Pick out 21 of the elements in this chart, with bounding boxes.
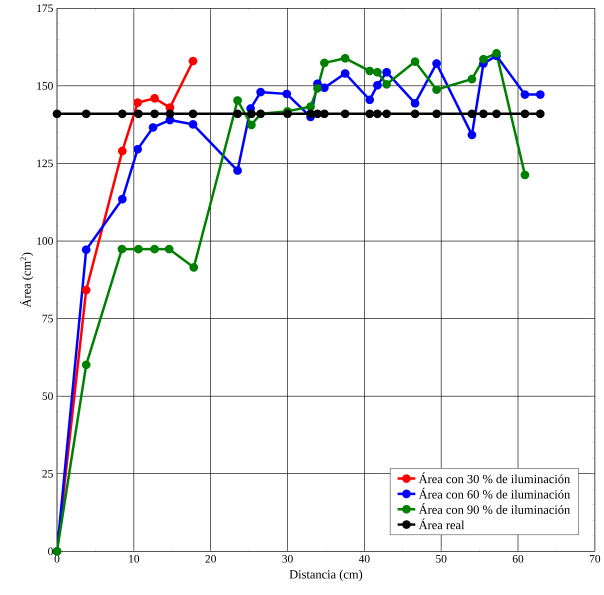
y-tick-label: 175	[37, 4, 53, 12]
y-axis-title: Área (cm$^{2}$)	[20, 252, 34, 308]
y-tick-label: 100	[37, 237, 53, 245]
y-tick-label: 125	[37, 160, 53, 168]
x-axis-title: Distancia (cm)	[290, 570, 362, 582]
x-tick-label: 30	[282, 555, 293, 563]
x-tick-label: 50	[436, 555, 446, 563]
x-tick-label: 10	[129, 555, 140, 563]
y-tick-label: 0	[48, 548, 53, 556]
x-tick-label: 60	[512, 555, 524, 563]
y-tick-label: 50	[42, 392, 53, 400]
legend-label: Área con 60 % de iluminación	[418, 488, 570, 499]
legend-label: Área con 90 % de iluminación	[418, 503, 570, 514]
x-tick-label: 70	[590, 555, 600, 563]
x-tick-label: 40	[358, 555, 370, 563]
legend-label: Área real	[418, 518, 464, 530]
y-tick-label: 150	[37, 82, 53, 90]
x-tick-label: 20	[205, 555, 216, 563]
y-tick-label: 25	[42, 470, 53, 478]
legend-label: Área con 30 % de iluminación	[418, 472, 570, 484]
y-tick-label: 75	[42, 314, 53, 322]
